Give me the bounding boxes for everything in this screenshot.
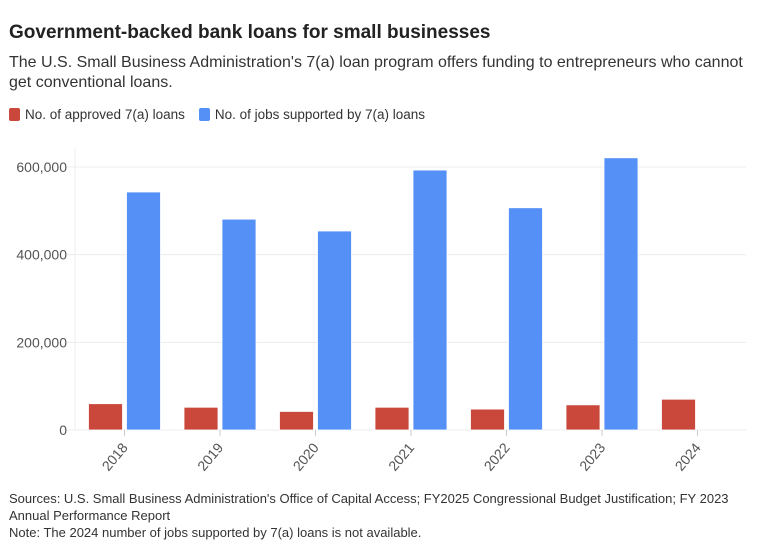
note-text: Note: The 2024 number of jobs supported … bbox=[9, 525, 422, 540]
y-tick-label: 0 bbox=[59, 422, 67, 438]
chart-title: Government-backed bank loans for small b… bbox=[9, 22, 491, 43]
y-tick-label: 200,000 bbox=[16, 334, 67, 350]
bar-jobs-2018 bbox=[126, 191, 161, 431]
x-tick-label: 2023 bbox=[576, 439, 608, 473]
legend-label-loans: No. of approved 7(a) loans bbox=[25, 107, 185, 122]
bar-loans-2020 bbox=[279, 411, 314, 431]
chart-subtitle: The U.S. Small Business Administration's… bbox=[9, 54, 743, 91]
footnotes: Sources: U.S. Small Business Administrat… bbox=[9, 490, 764, 541]
bar-jobs-2020 bbox=[317, 230, 352, 431]
y-tick-label: 400,000 bbox=[16, 247, 67, 263]
bar-loans-2023 bbox=[565, 404, 601, 431]
x-tick-label: 2018 bbox=[99, 439, 131, 473]
bar-jobs-2019 bbox=[221, 218, 257, 431]
legend-label-jobs: No. of jobs supported by 7(a) loans bbox=[214, 107, 425, 122]
x-tick-label: 2022 bbox=[481, 439, 513, 473]
bar-loans-2024 bbox=[661, 398, 696, 431]
x-tick-label: 2020 bbox=[290, 439, 322, 473]
x-tick-label: 2024 bbox=[672, 439, 704, 473]
bar-loans-2021 bbox=[374, 406, 410, 431]
x-tick-label: 2019 bbox=[194, 439, 226, 473]
legend-item-jobs: No. of jobs supported by 7(a) loans bbox=[198, 107, 425, 122]
bar-loans-2022 bbox=[470, 408, 505, 431]
y-tick-label: 600,000 bbox=[16, 159, 67, 175]
legend: No. of approved 7(a) loans No. of jobs s… bbox=[9, 107, 425, 122]
legend-item-loans: No. of approved 7(a) loans bbox=[9, 107, 185, 122]
legend-swatch-loans bbox=[9, 108, 20, 121]
bar-jobs-2023 bbox=[603, 157, 639, 431]
bar-jobs-2022 bbox=[508, 207, 543, 431]
bar-loans-2018 bbox=[88, 403, 123, 431]
legend-swatch-jobs bbox=[198, 108, 210, 121]
bar-jobs-2021 bbox=[412, 169, 448, 431]
sources-text: Sources: U.S. Small Business Administrat… bbox=[9, 491, 729, 523]
x-tick-label: 2021 bbox=[385, 439, 417, 473]
bar-loans-2019 bbox=[183, 406, 219, 431]
